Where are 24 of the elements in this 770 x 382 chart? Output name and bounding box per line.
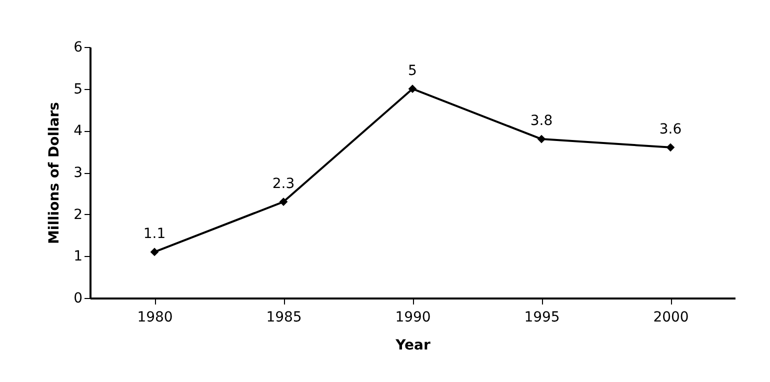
point bbox=[537, 134, 546, 144]
y-axis-title: Millions of Dollars bbox=[46, 102, 63, 244]
x-tick-label: 1990 bbox=[395, 310, 431, 326]
y-tick-label: 0 bbox=[74, 290, 82, 306]
x-tick-label: 2000 bbox=[653, 310, 689, 326]
point bbox=[666, 143, 675, 152]
point bbox=[150, 248, 159, 256]
data-label: 5 bbox=[408, 62, 417, 79]
data-label: 3.8 bbox=[530, 113, 553, 130]
data-label: 2.3 bbox=[272, 176, 295, 192]
point bbox=[279, 198, 288, 206]
x-axis-title: Year bbox=[394, 338, 430, 354]
y-tick-label: 6 bbox=[74, 40, 83, 56]
x-tick-label: 1985 bbox=[266, 310, 302, 326]
point bbox=[408, 84, 417, 94]
y-tick-label: 2 bbox=[74, 206, 82, 223]
y-tick-label: 4 bbox=[74, 123, 83, 140]
y-tick-label: 1 bbox=[74, 248, 82, 265]
x-tick-label: 1980 bbox=[137, 310, 173, 326]
data-label: 3.6 bbox=[659, 121, 682, 138]
data-label: 1.1 bbox=[143, 226, 166, 242]
x-tick-label: 1995 bbox=[524, 310, 560, 326]
y-tick-label: 5 bbox=[74, 81, 82, 98]
y-tick-label: 3 bbox=[74, 165, 82, 181]
